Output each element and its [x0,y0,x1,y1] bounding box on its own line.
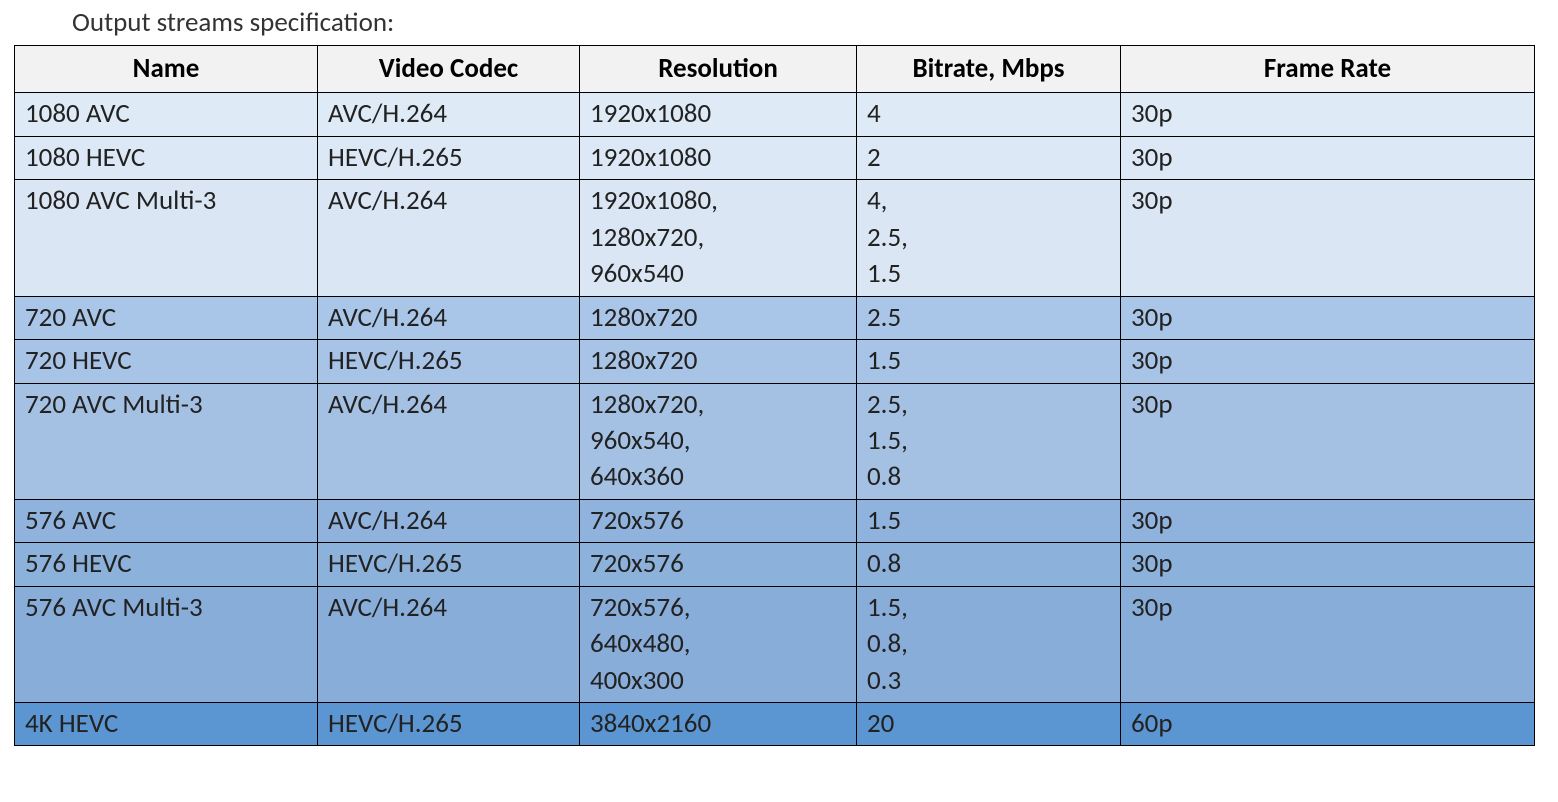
table-cell: 1280x720,960x540,640x360 [580,383,857,499]
table-cell: AVC/H.264 [318,586,580,702]
table-cell: 720 HEVC [15,340,318,383]
table-cell: 3840x2160 [580,703,857,746]
table-cell: 1080 AVC [15,93,318,136]
table-cell: 1920x1080 [580,93,857,136]
table-cell: AVC/H.264 [318,93,580,136]
table-cell: 0.8 [857,543,1121,586]
table-cell: 4K HEVC [15,703,318,746]
table-cell: 4,2.5,1.5 [857,180,1121,296]
table-header-row: Name Video Codec Resolution Bitrate, Mbp… [15,46,1535,93]
table-cell: 30p [1121,296,1535,339]
table-cell: 720x576 [580,543,857,586]
table-cell: 576 AVC Multi-3 [15,586,318,702]
col-bitrate: Bitrate, Mbps [857,46,1121,93]
table-cell: 720 AVC Multi-3 [15,383,318,499]
table-cell: 2.5,1.5,0.8 [857,383,1121,499]
table-cell: 1.5 [857,499,1121,542]
table-cell: 1280x720 [580,296,857,339]
output-streams-table: Name Video Codec Resolution Bitrate, Mbp… [14,45,1535,746]
table-row: 4K HEVCHEVC/H.2653840x21602060p [15,703,1535,746]
table-row: 576 AVCAVC/H.264720x5761.530p [15,499,1535,542]
table-cell: 720x576 [580,499,857,542]
table-cell: 30p [1121,180,1535,296]
col-frame-rate: Frame Rate [1121,46,1535,93]
table-cell: 1920x1080,1280x720,960x540 [580,180,857,296]
table-cell: 2 [857,136,1121,179]
table-cell: HEVC/H.265 [318,543,580,586]
table-cell: 1.5,0.8,0.3 [857,586,1121,702]
col-resolution: Resolution [580,46,857,93]
table-cell: AVC/H.264 [318,499,580,542]
table-cell: 1080 HEVC [15,136,318,179]
table-cell: 576 HEVC [15,543,318,586]
table-row: 720 AVCAVC/H.2641280x7202.530p [15,296,1535,339]
table-cell: 1.5 [857,340,1121,383]
table-cell: AVC/H.264 [318,383,580,499]
table-cell: AVC/H.264 [318,296,580,339]
table-cell: 1920x1080 [580,136,857,179]
table-cell: 30p [1121,499,1535,542]
table-row: 576 AVC Multi-3AVC/H.264720x576,640x480,… [15,586,1535,702]
table-cell: 720x576,640x480,400x300 [580,586,857,702]
table-cell: 30p [1121,586,1535,702]
table-cell: 30p [1121,93,1535,136]
table-cell: 576 AVC [15,499,318,542]
table-row: 720 HEVCHEVC/H.2651280x7201.530p [15,340,1535,383]
table-cell: 1280x720 [580,340,857,383]
table-caption: Output streams specification: [72,6,1544,39]
table-cell: HEVC/H.265 [318,340,580,383]
table-cell: 1080 AVC Multi-3 [15,180,318,296]
table-cell: HEVC/H.265 [318,703,580,746]
col-video-codec: Video Codec [318,46,580,93]
table-cell: AVC/H.264 [318,180,580,296]
table-row: 720 AVC Multi-3AVC/H.2641280x720,960x540… [15,383,1535,499]
table-cell: 30p [1121,543,1535,586]
table-cell: HEVC/H.265 [318,136,580,179]
table-row: 576 HEVCHEVC/H.265720x5760.830p [15,543,1535,586]
table-cell: 20 [857,703,1121,746]
col-name: Name [15,46,318,93]
table-cell: 2.5 [857,296,1121,339]
table-row: 1080 AVCAVC/H.2641920x1080430p [15,93,1535,136]
table-cell: 30p [1121,340,1535,383]
table-body: 1080 AVCAVC/H.2641920x1080430p1080 HEVCH… [15,93,1535,746]
table-cell: 30p [1121,383,1535,499]
table-cell: 720 AVC [15,296,318,339]
table-row: 1080 AVC Multi-3AVC/H.2641920x1080,1280x… [15,180,1535,296]
table-row: 1080 HEVCHEVC/H.2651920x1080230p [15,136,1535,179]
table-cell: 30p [1121,136,1535,179]
table-cell: 60p [1121,703,1535,746]
table-cell: 4 [857,93,1121,136]
